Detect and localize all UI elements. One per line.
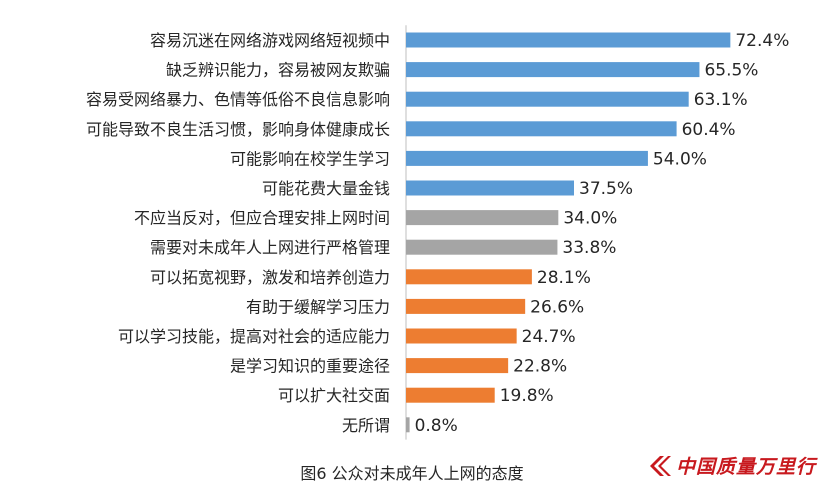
category-label: 可能导致不良生活习惯，影响身体健康成长 (86, 120, 390, 139)
category-label: 可能花费大量金钱 (262, 179, 390, 198)
category-label: 不应当反对，但应合理安排上网时间 (134, 209, 390, 228)
value-label: 54.0% (653, 149, 707, 169)
category-label: 有助于缓解学习压力 (246, 297, 390, 316)
value-label: 72.4% (735, 31, 789, 51)
bar (406, 387, 495, 403)
category-label: 容易受网络暴力、色情等低俗不良信息影响 (86, 90, 390, 109)
bar (406, 239, 558, 255)
category-labels: 容易沉迷在网络游戏网络短视频中缺乏辨识能力，容易被网友欺骗容易受网络暴力、色情等… (86, 31, 390, 435)
value-label: 26.6% (530, 297, 584, 317)
bar (406, 121, 677, 137)
value-label: 63.1% (694, 90, 748, 110)
value-label: 65.5% (704, 61, 758, 81)
watermark-logo: 中国质量万里行 (646, 452, 816, 479)
category-label: 是学习知识的重要途径 (230, 357, 390, 376)
bar (406, 150, 648, 166)
bar (406, 210, 559, 226)
value-label: 28.1% (537, 268, 591, 288)
bar (406, 269, 532, 285)
bar (406, 328, 517, 344)
chart-caption: 图6 公众对未成年人上网的态度 (300, 464, 524, 483)
value-label: 22.8% (513, 357, 567, 377)
value-label: 34.0% (563, 209, 617, 229)
watermark-text: 中国质量万里行 (675, 456, 816, 478)
bar (406, 298, 526, 314)
value-label: 33.8% (562, 238, 616, 258)
category-label: 可能影响在校学生学习 (230, 149, 390, 168)
value-label: 37.5% (579, 179, 633, 199)
category-label: 无所谓 (342, 416, 390, 435)
value-label: 60.4% (682, 120, 736, 140)
category-label: 可以拓宽视野，激发和培养创造力 (150, 268, 390, 287)
bar (406, 358, 509, 374)
category-label: 可以扩大社交面 (278, 386, 390, 405)
value-labels: 72.4% 65.5% 63.1% 60.4% 54.0% 37.5% 34.0% 33.8%… (415, 31, 790, 436)
category-label: 容易沉迷在网络游戏网络短视频中 (150, 31, 390, 50)
bar (406, 62, 700, 78)
bar (406, 91, 689, 107)
bar-chart: 容易沉迷在网络游戏网络短视频中缺乏辨识能力，容易被网友欺骗容易受网络暴力、色情等… (86, 25, 790, 440)
value-label: 0.8% (415, 416, 458, 436)
category-label: 缺乏辨识能力，容易被网友欺骗 (166, 61, 390, 80)
bar (406, 32, 731, 48)
category-label: 可以学习技能，提高对社会的适应能力 (118, 327, 390, 346)
logo-mark-icon (649, 455, 671, 476)
bar (406, 417, 410, 433)
bar (406, 180, 574, 196)
value-label: 24.7% (522, 327, 576, 347)
category-label: 需要对未成年人上网进行严格管理 (150, 238, 390, 257)
value-label: 19.8% (500, 386, 554, 406)
bars (406, 32, 731, 433)
